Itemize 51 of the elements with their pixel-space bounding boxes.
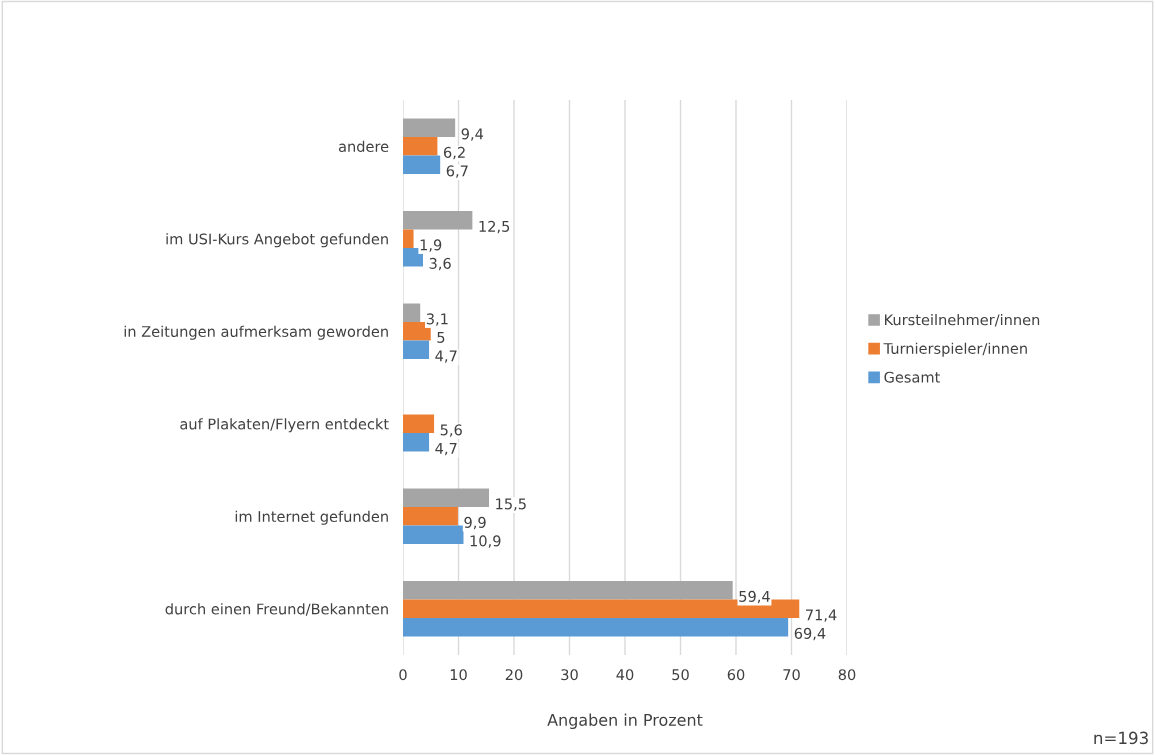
x-tick-label: 10 [450, 669, 467, 681]
y-tick-label: andere [338, 140, 389, 152]
data-label: 59,4 [739, 590, 770, 604]
data-label: 5 [437, 332, 445, 343]
bar [403, 581, 733, 600]
data-label: 71,4 [806, 609, 837, 622]
x-tick-label: 30 [561, 669, 578, 681]
bar [403, 525, 464, 544]
legend-label: Turnierspieler/innen [883, 342, 1027, 357]
bar [403, 433, 430, 452]
data-label: 9,9 [464, 516, 486, 530]
x-tick-label: 70 [783, 669, 800, 681]
y-tick-label: im USI-Kurs Angebot gefunden [166, 233, 388, 248]
x-tick-label: 40 [616, 669, 634, 681]
bar [403, 414, 435, 433]
bar [403, 137, 438, 156]
x-tick-label: 0 [399, 669, 407, 681]
x-axis-title: Angaben in Prozent [547, 713, 703, 730]
data-label: 6,2 [443, 146, 465, 160]
x-tick-label: 60 [727, 669, 745, 681]
data-label: 3,1 [426, 313, 448, 326]
data-label: 5,6 [440, 424, 462, 437]
y-tick-label: im Internet gefunden [235, 510, 388, 525]
data-label: 10,9 [470, 535, 501, 548]
data-label: 4,7 [435, 350, 457, 363]
data-label: 69,4 [794, 627, 826, 641]
data-label: 15,5 [496, 498, 526, 511]
legend-label: Gesamt [884, 371, 940, 383]
x-tick-label: 50 [672, 669, 689, 681]
data-label: 6,7 [446, 165, 468, 178]
data-label: 1,9 [420, 239, 442, 252]
bar [403, 211, 473, 230]
text: n=193 [1094, 731, 1148, 745]
data-label: 9,4 [461, 128, 484, 141]
bar [403, 340, 430, 359]
x-tick-label: 20 [505, 669, 523, 681]
bar [403, 229, 414, 248]
x-tick-label: 80 [838, 669, 856, 681]
data-label: 4,7 [435, 443, 457, 456]
bar [403, 488, 490, 507]
bar [403, 618, 789, 637]
y-tick-label: durch einen Freund/Bekannten [165, 603, 388, 616]
bar [403, 507, 458, 526]
legend-label: Kursteilnehmer/innen [885, 314, 1040, 327]
bar [403, 155, 441, 174]
data-label: 12,5 [479, 220, 510, 234]
y-tick-label: in Zeitungen aufmerksam geworden [124, 325, 388, 340]
y-tick-label: auf Plakaten/Flyern entdeckt [180, 418, 389, 433]
bar [403, 303, 421, 322]
bar [403, 118, 456, 137]
data-label: 3,6 [429, 257, 451, 271]
